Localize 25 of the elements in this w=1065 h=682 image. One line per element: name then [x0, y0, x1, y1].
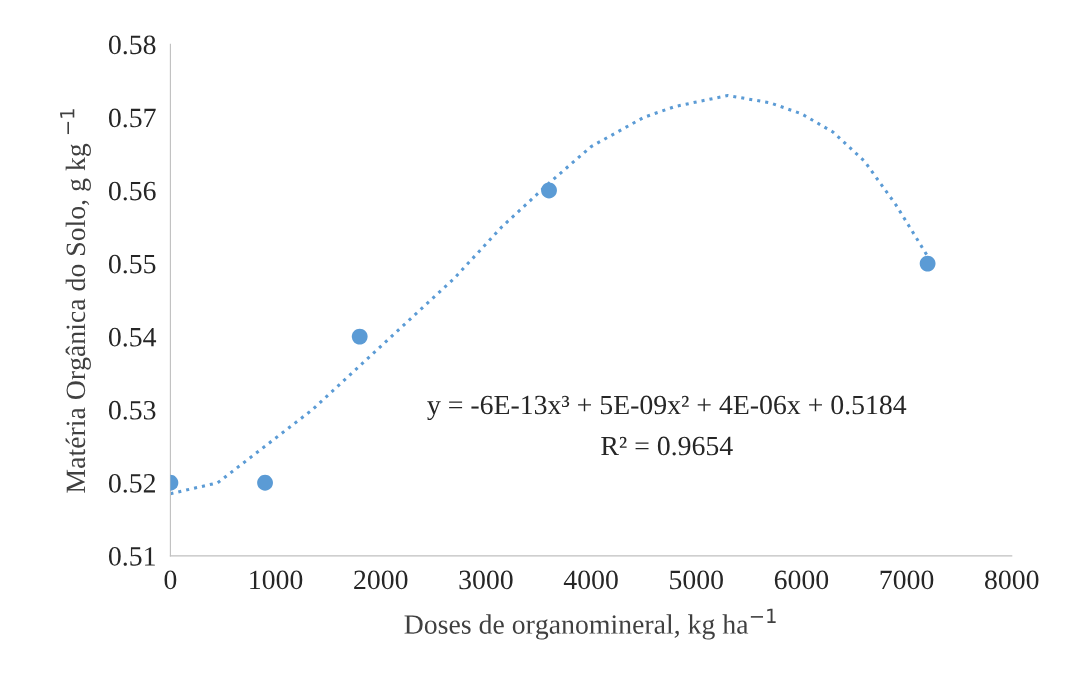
y-axis-title: Matéria Orgânica do Solo, g kg $^{−1}$	[60, 109, 91, 493]
annotation: y = -6E-13x³ + 5E-09x² + 4E-06x + 0.5184	[427, 395, 907, 421]
y-tick-label: 0.56	[108, 181, 156, 201]
y-tick-label: 0.52	[108, 473, 155, 493]
y-tick-label: 0.54	[108, 327, 157, 347]
point	[257, 474, 273, 491]
x-tick-label: 6000	[774, 570, 829, 590]
y-tick-label: 0.57	[108, 108, 156, 128]
y-tick-label: 0.51	[108, 547, 155, 566]
x-axis-title: Doses de organomineral, kg ha$^{−1}$	[404, 608, 776, 640]
point	[541, 182, 557, 199]
x-tick-label: 3000	[459, 570, 513, 590]
x-tick-label: 2000	[354, 570, 408, 590]
x-tick-label: 5000	[670, 570, 723, 590]
y-tick-label: 0.58	[108, 35, 156, 55]
x-tick-label: 0	[164, 570, 177, 590]
point	[919, 255, 936, 272]
x-tick-label: 1000	[250, 570, 303, 590]
point	[351, 328, 368, 345]
x-tick-label: 8000	[985, 570, 1039, 590]
x-tick-label: 4000	[563, 570, 618, 590]
annotation: R² = 0.9654	[601, 436, 733, 456]
y-tick-label: 0.55	[108, 254, 156, 274]
x-tick-label: 7000	[880, 570, 934, 590]
y-tick-label: 0.53	[108, 400, 156, 420]
